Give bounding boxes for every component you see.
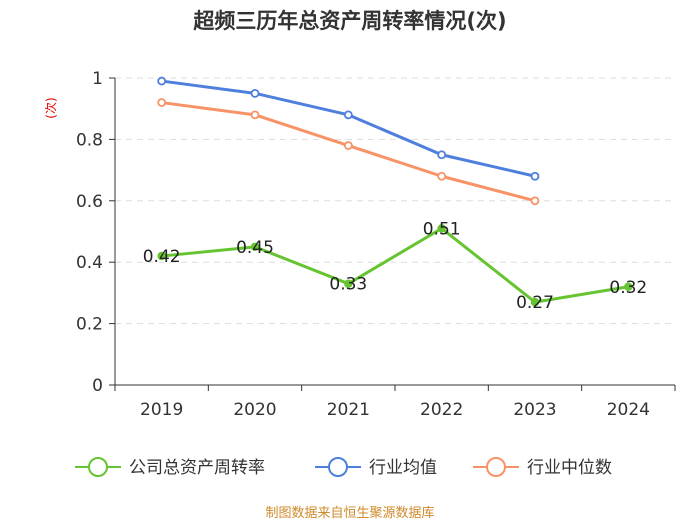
legend-item-industry_median[interactable]: 行业中位数 <box>473 457 612 478</box>
data-label: 0.33 <box>329 275 367 295</box>
chart-title: 超频三历年总资产周转率情况(次) <box>193 9 506 33</box>
y-tick-label: 0.8 <box>76 130 103 150</box>
legend-marker-icon <box>486 457 506 477</box>
legend-item-company[interactable]: 公司总资产周转率 <box>75 457 265 478</box>
data-point-industry_avg <box>343 110 353 120</box>
data-label: 0.27 <box>516 293 554 313</box>
legend-label: 行业均值 <box>369 458 437 478</box>
data-labels: 0.42 0.45 0.33 0.51 0.27 0.32 <box>143 219 648 313</box>
legend-marker-icon <box>88 457 108 477</box>
y-tick-label: 0.4 <box>76 253 103 273</box>
data-label: 0.32 <box>609 278 647 298</box>
legend-item-industry_avg[interactable]: 行业均值 <box>315 457 437 478</box>
grid-lines <box>115 77 675 325</box>
legend[interactable]: 公司总资产周转率 行业均值 行业中位数 <box>75 457 612 478</box>
axes: 0 0.2 0.4 0.6 0.8 1 2019 2020 2021 2022 2023 2024 <box>76 69 676 420</box>
data-point-industry_median <box>343 141 353 150</box>
x-tick-label: 2023 <box>513 400 556 420</box>
data-label: 0.51 <box>423 219 461 239</box>
x-tick-label: 2019 <box>140 400 183 420</box>
data-point-industry_avg <box>437 150 447 160</box>
data-label: 0.42 <box>143 247 181 267</box>
data-point-company <box>250 242 260 252</box>
legend-label: 行业中位数 <box>527 458 612 478</box>
data-point-industry_median <box>157 98 167 107</box>
data-point-industry_median <box>530 196 540 206</box>
x-tick-label: 2020 <box>233 400 276 420</box>
data-point-industry_avg <box>157 76 167 86</box>
legend-marker-icon <box>328 457 348 477</box>
series-line-industry_avg <box>161 79 536 178</box>
x-tick-label: 2021 <box>327 400 370 420</box>
y-tick-label: 0.2 <box>76 315 103 335</box>
y-tick-label: 0 <box>92 376 103 396</box>
data-point-company <box>437 224 446 233</box>
data-point-company <box>530 297 540 307</box>
data-point-company <box>344 279 353 288</box>
data-label: 0.45 <box>236 238 274 258</box>
y-axis-label: (次) <box>44 97 58 118</box>
data-point-company <box>157 251 166 261</box>
series-group <box>157 76 633 307</box>
data-point-industry_median <box>250 110 260 120</box>
legend-label: 公司总资产周转率 <box>129 458 265 478</box>
data-point-industry_avg <box>530 171 540 181</box>
x-tick-label: 2022 <box>420 400 463 420</box>
data-point-company <box>624 282 633 292</box>
data-point-industry_median <box>437 171 447 181</box>
series-line-company <box>161 226 629 304</box>
x-tick-label: 2024 <box>607 400 650 420</box>
source-note: 制图数据来自恒生聚源数据库 <box>265 505 434 521</box>
y-tick-label: 0.6 <box>76 192 103 212</box>
y-tick-label: 1 <box>92 69 103 89</box>
data-point-industry_avg <box>250 88 260 98</box>
